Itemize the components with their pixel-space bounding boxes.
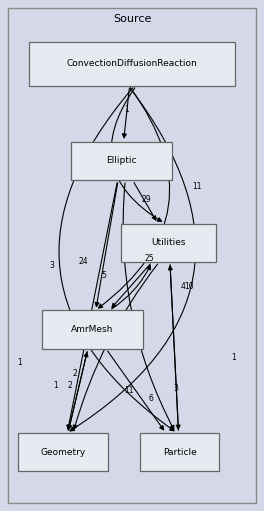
Text: 10: 10 [184,282,194,291]
Text: 4: 4 [181,282,186,291]
FancyBboxPatch shape [18,433,108,471]
FancyArrowPatch shape [108,351,164,430]
FancyArrowPatch shape [95,183,118,307]
Text: Particle: Particle [163,448,196,457]
Text: Geometry: Geometry [41,448,86,457]
Text: 1: 1 [17,358,22,367]
Text: 11: 11 [192,182,201,191]
FancyArrowPatch shape [69,353,88,430]
FancyArrowPatch shape [67,183,117,429]
Text: 11: 11 [125,386,134,396]
Text: Elliptic: Elliptic [106,156,137,166]
FancyBboxPatch shape [140,433,219,471]
Text: 24: 24 [78,257,88,266]
Text: 3: 3 [173,384,178,393]
FancyArrowPatch shape [68,352,87,429]
Text: 25: 25 [144,253,154,263]
Text: 5: 5 [102,271,107,281]
Text: Utilities: Utilities [152,238,186,247]
Text: 2: 2 [73,368,78,378]
Text: AmrMesh: AmrMesh [71,325,114,334]
FancyArrowPatch shape [122,88,129,138]
Text: 1: 1 [124,105,129,114]
FancyArrowPatch shape [134,182,156,220]
FancyBboxPatch shape [29,42,235,85]
FancyArrowPatch shape [70,88,196,431]
Text: 29: 29 [142,195,151,204]
FancyBboxPatch shape [121,223,216,262]
Text: 1: 1 [231,353,236,362]
FancyArrowPatch shape [112,266,150,309]
FancyArrowPatch shape [111,88,162,221]
Text: 3: 3 [49,261,54,270]
Text: Source: Source [113,14,151,25]
FancyBboxPatch shape [42,310,143,349]
FancyArrowPatch shape [73,264,158,429]
FancyArrowPatch shape [59,88,174,431]
Text: 2: 2 [68,381,72,390]
FancyArrowPatch shape [168,266,178,430]
FancyArrowPatch shape [170,265,180,429]
FancyArrowPatch shape [98,88,170,308]
FancyBboxPatch shape [71,142,172,180]
Text: 1: 1 [53,381,58,390]
Text: ConvectionDiffusionReaction: ConvectionDiffusionReaction [67,59,197,68]
FancyArrowPatch shape [112,264,150,308]
Text: 6: 6 [148,394,153,403]
FancyArrowPatch shape [123,183,174,430]
FancyBboxPatch shape [8,8,256,503]
